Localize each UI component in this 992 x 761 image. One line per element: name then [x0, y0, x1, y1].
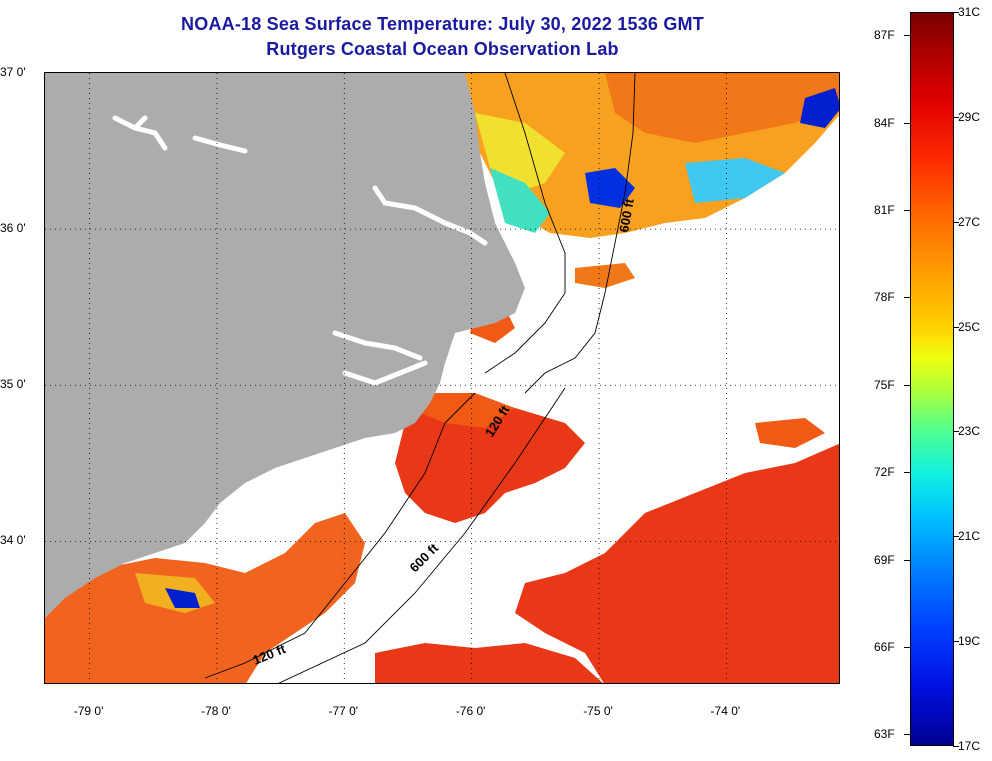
colorbar-fahrenheit-label: 78F — [874, 290, 895, 305]
colorbar-fahrenheit-label: 81F — [874, 203, 895, 218]
colorbar-tick — [953, 641, 959, 643]
sst-patch-east — [515, 443, 839, 683]
longitude-label: -74 0' — [710, 704, 741, 718]
colorbar-fahrenheit-label: 66F — [874, 639, 895, 654]
colorbar-celsius-label: 19C — [958, 634, 981, 649]
colorbar-celsius-label: 29C — [958, 109, 981, 124]
longitude-label: -75 0' — [583, 704, 613, 718]
land-mass — [45, 73, 525, 618]
latitude-label: 37 0' — [0, 65, 26, 79]
colorbar-fahrenheit-label: 84F — [874, 115, 895, 130]
sst-patch-north-warm — [605, 73, 839, 143]
sst-patch-southwest-cold — [165, 588, 200, 608]
colorbar-tick — [953, 12, 959, 13]
colorbar-tick — [953, 221, 959, 223]
inland-water — [112, 115, 488, 386]
colorbar-tick — [904, 35, 910, 37]
colorbar-fahrenheit-label: 72F — [874, 465, 895, 480]
isobath-label-600ft-north: 600 ft — [616, 197, 637, 234]
sst-patch-center-mid — [420, 393, 515, 428]
isobath-label-600ft-south: 600 ft — [407, 540, 442, 575]
colorbar-celsius-label: 17C — [958, 739, 981, 753]
isobath-600ft-south — [278, 387, 566, 683]
sst-patches — [45, 73, 839, 683]
colorbar-tick — [904, 122, 910, 124]
colorbar-tick — [904, 472, 910, 474]
colorbar-tick — [953, 431, 959, 433]
temperature-colorbar — [910, 12, 954, 746]
latitude-label: 35 0' — [0, 377, 26, 392]
longitude-label: -79 0' — [73, 704, 104, 718]
colorbar-tick — [953, 536, 959, 538]
latitude-label: 34 0' — [0, 533, 26, 548]
sst-patch-north-mid — [685, 158, 785, 203]
longitude-label: -77 0' — [328, 704, 359, 718]
map-title: NOAA-18 Sea Surface Temperature: July 30… — [181, 14, 704, 34]
colorbar-tick — [904, 646, 910, 648]
colorbar-tick — [904, 384, 910, 386]
colorbar-tick — [904, 734, 910, 736]
isobath-600ft-north — [524, 73, 636, 394]
colorbar-celsius-label: 23C — [958, 424, 981, 439]
colorbar-tick — [904, 559, 910, 561]
isobath-120ft-north — [484, 73, 566, 374]
sst-patch-central-1 — [575, 263, 635, 288]
sst-patch-southeast — [375, 643, 603, 683]
colorbar-tick — [953, 116, 959, 118]
sst-patch-center-hot — [395, 393, 585, 523]
isobath-120ft-south — [204, 392, 476, 679]
longitude-label: -76 0' — [455, 704, 486, 718]
colorbar-celsius-label: 25C — [958, 319, 981, 334]
colorbar-tick — [904, 297, 910, 299]
colorbar-tick — [904, 210, 910, 212]
sst-patch-northeast-cold — [800, 88, 839, 128]
colorbar-celsius-label: 21C — [958, 529, 981, 544]
sst-patch-east-small — [755, 418, 825, 448]
latitude-label: 36 0' — [0, 221, 26, 236]
sst-patch-north-cyan — [490, 168, 550, 233]
colorbar-fahrenheit-label: 63F — [874, 727, 895, 742]
isobaths — [204, 73, 636, 683]
colorbar-fahrenheit-label: 87F — [874, 28, 895, 43]
graticule — [45, 73, 839, 683]
colorbar-celsius-label: 31C — [958, 5, 981, 19]
colorbar-fahrenheit-label: 75F — [874, 377, 895, 392]
colorbar-fahrenheit-label: 69F — [874, 552, 895, 567]
sst-map-canvas: 600 ft 120 ft 600 ft 120 ft — [45, 73, 839, 683]
colorbar-tick — [953, 326, 959, 328]
sst-patch-north-cold — [585, 168, 635, 208]
colorbar-tick — [953, 746, 959, 747]
longitude-label: -78 0' — [201, 704, 231, 718]
colorbar-celsius-label: 27C — [958, 214, 981, 229]
map-subtitle: Rutgers Coastal Ocean Observation Lab — [266, 39, 619, 59]
sst-map[interactable]: 600 ft 120 ft 600 ft 120 ft — [44, 72, 840, 684]
